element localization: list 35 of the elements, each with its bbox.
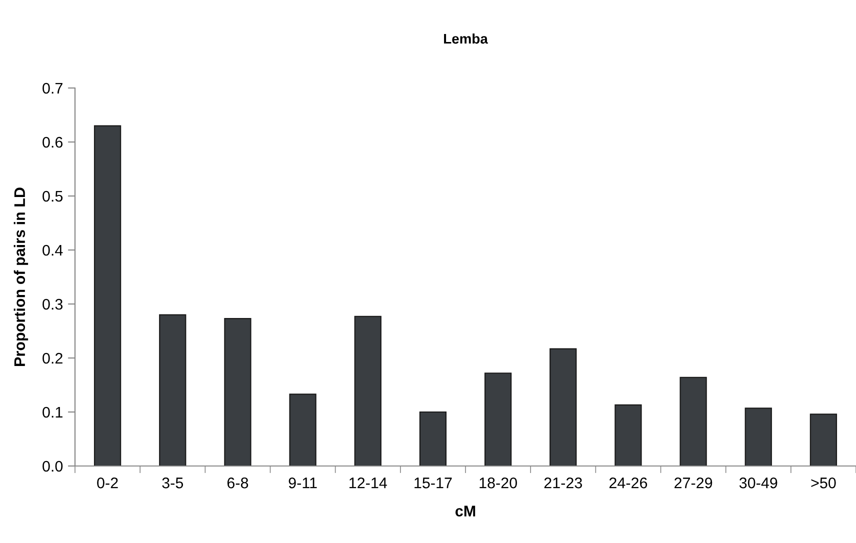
x-tick-label: 27-29 — [674, 478, 712, 488]
x-tick-label: 30-49 — [739, 478, 778, 488]
x-tick-label: 15-17 — [414, 478, 452, 488]
x-tick-label: 24-26 — [609, 478, 648, 488]
bar — [354, 316, 382, 466]
bar — [224, 318, 252, 466]
x-tick-label: 9-11 — [288, 478, 317, 488]
x-tick-label: >50 — [811, 478, 836, 488]
y-tick-label: 0.6 — [42, 136, 63, 148]
x-tick-label: 18-20 — [480, 478, 517, 488]
y-tick-label: 0.2 — [42, 352, 62, 364]
bar — [744, 408, 772, 466]
y-tick-label: 0.1 — [42, 406, 62, 418]
bar — [614, 404, 642, 466]
x-tick-label: 12-14 — [350, 478, 387, 488]
bar — [484, 372, 512, 466]
bar — [680, 376, 707, 466]
x-tick-label: 3-5 — [162, 478, 184, 488]
bar — [810, 414, 838, 466]
x-tick-label: 6-8 — [227, 478, 248, 488]
y-tick-label: 0.5 — [42, 190, 63, 202]
chart-title: Lemba — [444, 33, 488, 44]
y-tick-label: 0.4 — [42, 244, 63, 256]
bar — [159, 314, 186, 466]
y-tick-label: 0.7 — [42, 82, 62, 94]
x-tick-label: 0-2 — [97, 478, 118, 488]
x-tick-label: 21-23 — [544, 478, 582, 488]
bar — [550, 348, 577, 466]
bar — [419, 411, 447, 466]
y-axis-title: Proportion of pairs in LD — [14, 188, 28, 366]
bar — [94, 125, 122, 466]
y-tick-label: 0.0 — [42, 460, 63, 472]
x-axis-title: cM — [455, 506, 476, 516]
bar — [289, 394, 316, 466]
y-tick-label: 0.3 — [42, 298, 63, 310]
